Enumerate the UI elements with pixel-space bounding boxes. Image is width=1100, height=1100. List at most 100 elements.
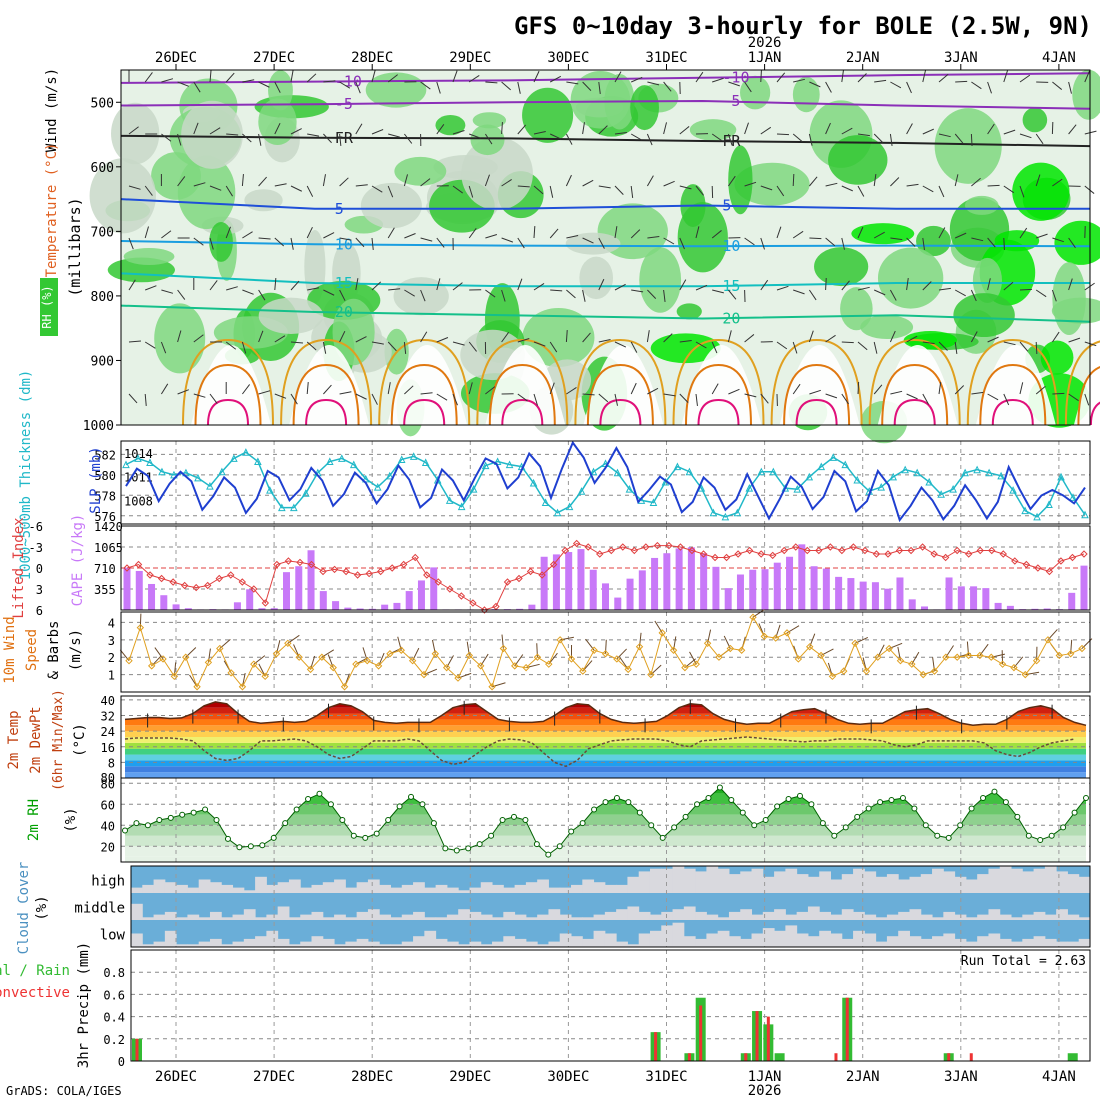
rh-marker [831, 832, 838, 839]
lifted-index-marker [722, 553, 731, 562]
precip-convective-bar [744, 1053, 748, 1061]
cloud-cell [1022, 871, 1035, 893]
wind-barb [1003, 129, 1016, 135]
wind-speed-marker [397, 646, 405, 654]
dry-boundary-layer [387, 345, 468, 425]
wind-speed-marker [862, 667, 871, 675]
wind-barb [290, 280, 300, 291]
rh-tick-label: 40 [101, 819, 115, 833]
cape-bar [994, 602, 1002, 610]
thickness-marker [505, 460, 514, 469]
lifted-index-marker [1045, 567, 1054, 576]
cape-bar [871, 582, 879, 610]
wind-barb [468, 341, 477, 352]
cape-li-frame [120, 525, 1091, 611]
wind-speed-marker [715, 653, 723, 661]
cloud-cell [717, 930, 730, 947]
rh-marker [957, 822, 964, 829]
rh-marker [774, 803, 781, 810]
cloud-cell [627, 944, 640, 947]
thickness-marker [889, 472, 898, 481]
lifted-index-marker [353, 571, 362, 579]
wind-speed-marker [329, 663, 337, 672]
rh-shading-cell [123, 247, 175, 265]
cloud-cell [582, 879, 595, 893]
wind-barb [306, 226, 313, 239]
wind-barb [355, 184, 368, 187]
wind-barb [128, 185, 141, 190]
pressure-tick-label: 800 [91, 290, 114, 305]
wind-barb [452, 393, 458, 406]
dewpoint-line [124, 736, 1075, 768]
surface-isotherm [868, 338, 961, 426]
cape-bar [835, 576, 843, 610]
wind-barb [517, 338, 530, 343]
thickness-marker [122, 460, 130, 469]
wind-barb [436, 393, 448, 401]
cloud-cell [706, 866, 719, 893]
rh-shading-cell [1022, 107, 1048, 133]
wind-barb [323, 384, 332, 395]
cloud-cell [413, 936, 425, 947]
lifted-index-marker [411, 553, 419, 562]
rh-marker [442, 845, 449, 852]
wind-barb [323, 289, 335, 296]
lifted-index-marker [273, 560, 281, 569]
rh-marker [133, 820, 140, 827]
cape-tick-label: 1420 [94, 520, 123, 534]
precip-tick-label: 0.2 [103, 1033, 125, 1047]
wind-barb [1068, 337, 1081, 343]
wind-barb [792, 173, 795, 187]
rh-marker [327, 801, 334, 808]
bottom-year-label: 2026 [748, 1083, 782, 1099]
rh-marker [522, 817, 529, 823]
cloud-cell [1056, 871, 1068, 893]
cloud-cell [672, 909, 685, 920]
cape-bar [638, 570, 646, 610]
wind-speed-marker [771, 634, 780, 642]
wind-barb [630, 185, 634, 198]
lifted-index-marker [123, 564, 131, 572]
cloud-cell [198, 879, 211, 893]
thickness-marker [1033, 512, 1041, 521]
cloud-cell [1078, 917, 1091, 920]
wind-barb [355, 336, 367, 343]
rh-marker [396, 803, 403, 810]
pressure-tick-label: 700 [91, 225, 114, 240]
cape-tick-label: 1065 [94, 541, 123, 555]
lifted-index-marker [515, 574, 523, 583]
temperature-band [125, 754, 1086, 761]
isotherm-label: 15 [722, 277, 740, 295]
wind-barb [517, 393, 528, 402]
cape-bar [957, 586, 965, 610]
wind-barb [663, 237, 675, 245]
rh-marker [671, 824, 678, 831]
rh-shading-cell [650, 333, 721, 364]
wind-barb [663, 333, 673, 343]
cloud-cell [864, 933, 877, 947]
cloud-cell [243, 938, 256, 947]
cloud-cell [209, 911, 222, 920]
wind-barb [404, 233, 416, 239]
thickness-marker [1021, 506, 1029, 515]
wind-barb [1019, 288, 1033, 291]
thickness-marker [529, 478, 538, 487]
wind-speed-marker [193, 683, 201, 691]
cloud-cell [965, 879, 978, 893]
thickness-marker [409, 452, 418, 460]
wind-barb [322, 341, 327, 354]
cloud-cell [751, 933, 764, 947]
lifted-index-marker [296, 558, 304, 567]
lifted-index-marker [1068, 553, 1077, 562]
wind-barb [339, 237, 352, 241]
wind-barb [712, 289, 724, 294]
cape-bar [602, 583, 609, 610]
thickness-marker [985, 468, 993, 477]
thickness-marker [829, 453, 838, 461]
rh-marker [888, 797, 895, 804]
wind-barb [533, 70, 540, 83]
wind-barb [1019, 341, 1029, 352]
cape-bar [270, 608, 278, 610]
cape-bar [945, 577, 953, 610]
wind-barb [712, 77, 724, 83]
